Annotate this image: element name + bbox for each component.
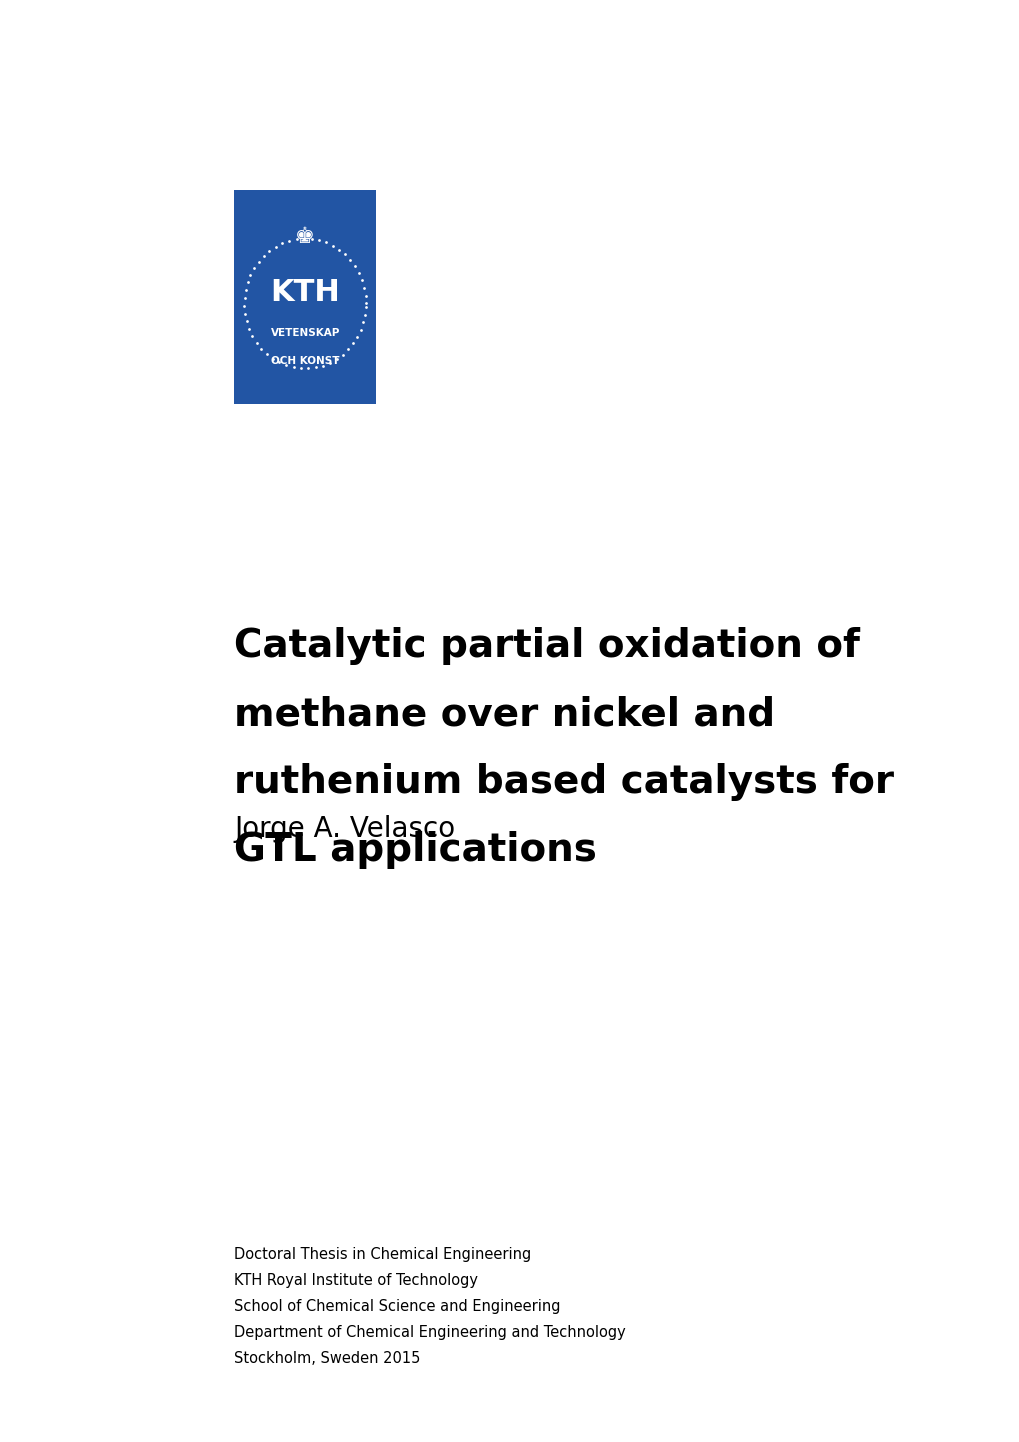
Text: methane over nickel and: methane over nickel and bbox=[234, 695, 774, 733]
Text: Jorge A. Velasco: Jorge A. Velasco bbox=[234, 815, 455, 842]
Text: Department of Chemical Engineering and Technology: Department of Chemical Engineering and T… bbox=[234, 1325, 626, 1340]
Text: Catalytic partial oxidation of: Catalytic partial oxidation of bbox=[234, 627, 859, 665]
Bar bbox=[234, 190, 376, 404]
Text: Doctoral Thesis in Chemical Engineering: Doctoral Thesis in Chemical Engineering bbox=[234, 1247, 531, 1262]
Text: ruthenium based catalysts for: ruthenium based catalysts for bbox=[234, 763, 894, 800]
Text: Stockholm, Sweden 2015: Stockholm, Sweden 2015 bbox=[234, 1351, 421, 1366]
Text: ♚: ♚ bbox=[294, 228, 315, 247]
Text: School of Chemical Science and Engineering: School of Chemical Science and Engineeri… bbox=[234, 1299, 560, 1314]
Text: GTL applications: GTL applications bbox=[234, 831, 597, 868]
Text: KTH Royal Institute of Technology: KTH Royal Institute of Technology bbox=[234, 1273, 478, 1288]
Text: OCH KONST: OCH KONST bbox=[271, 356, 339, 366]
Text: KTH: KTH bbox=[270, 278, 339, 307]
Text: VETENSKAP: VETENSKAP bbox=[270, 329, 339, 339]
